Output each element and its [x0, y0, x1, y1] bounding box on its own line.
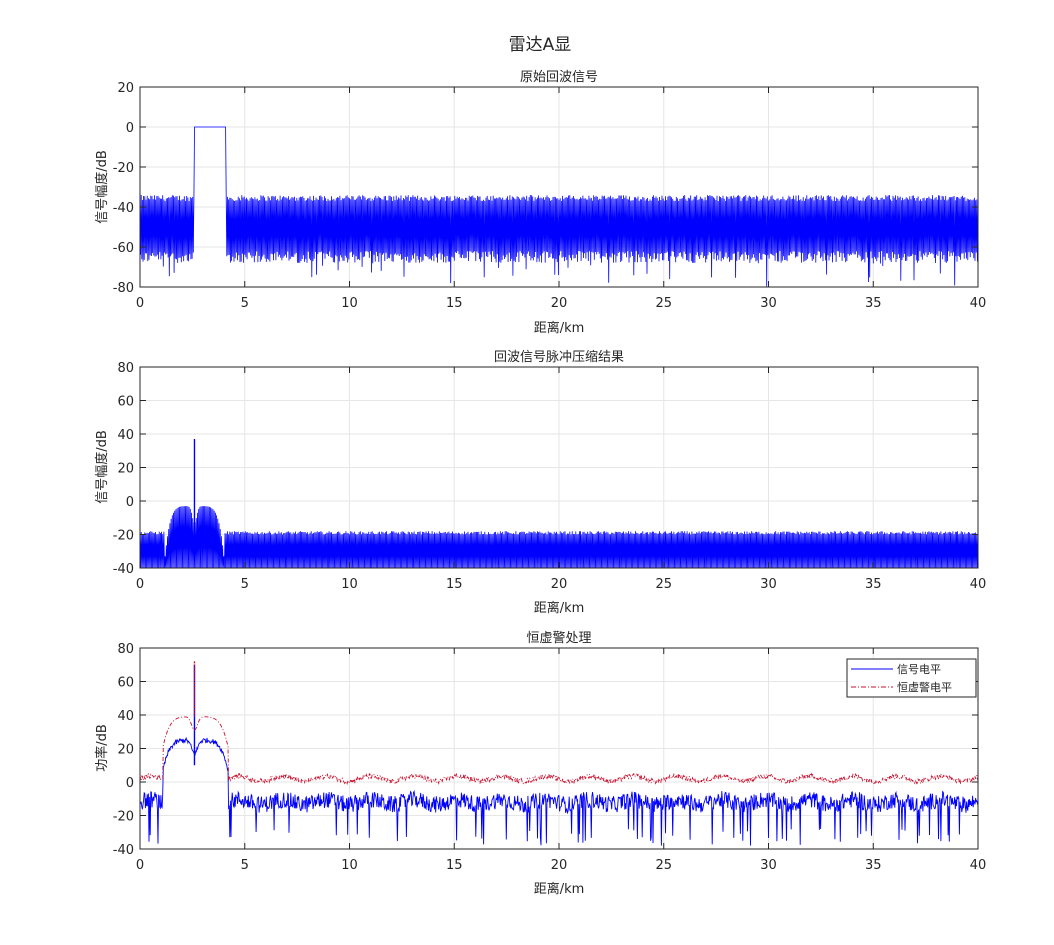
axes-title: 原始回波信号	[520, 70, 598, 85]
x-tick-label: 15	[446, 858, 463, 873]
x-tick-label: 10	[341, 577, 358, 592]
y-axis-label: 功率/dB	[94, 724, 110, 772]
y-tick-label: -20	[113, 161, 134, 176]
y-tick-label: 40	[117, 428, 134, 443]
legend-entry-cfar: 恒虚警电平	[897, 680, 952, 694]
x-tick-label: 10	[341, 296, 358, 311]
series-line	[139, 736, 979, 846]
axes-title: 回波信号脉冲压缩结果	[494, 349, 624, 365]
y-tick-label: 20	[117, 462, 134, 477]
axes-cfar: 0 5 10 15 20 25 30 35 40 -40 -20 0 20 40 60 80 恒虚警处理 距离…	[94, 630, 986, 897]
y-tick-label: 40	[117, 709, 134, 724]
x-tick-label: 20	[551, 577, 568, 592]
axes-raw-echo: 0 5 10 15 20 25 30 35 40 -80 -60 -40 -20 0 20 原始回波信号 距…	[94, 70, 986, 336]
x-axis-label: 距离/km	[534, 320, 585, 336]
y-axis-label: 信号幅度/dB	[94, 150, 110, 224]
x-tick-label: 15	[446, 296, 463, 311]
y-tick-label: 80	[117, 642, 134, 657]
axes-title: 恒虚警处理	[526, 630, 591, 646]
y-tick-label: 0	[126, 121, 134, 136]
x-tick-label: 35	[865, 296, 882, 311]
y-axis-label: 信号幅度/dB	[94, 430, 110, 504]
y-tick-label: 60	[117, 676, 134, 691]
x-tick-label: 40	[970, 296, 987, 311]
x-tick-label: 25	[655, 858, 672, 873]
x-tick-label: 5	[241, 858, 249, 873]
x-tick-label: 25	[655, 577, 672, 592]
x-tick-label: 30	[760, 296, 777, 311]
x-tick-label: 35	[865, 577, 882, 592]
x-tick-label: 30	[760, 577, 777, 592]
y-tick-label: -80	[113, 281, 134, 296]
y-tick-label: -20	[113, 529, 134, 544]
x-tick-label: 5	[241, 296, 249, 311]
series-line	[139, 126, 979, 287]
y-tick-label: 20	[117, 81, 134, 96]
x-tick-label: 20	[551, 858, 568, 873]
y-tick-label: -40	[113, 201, 134, 216]
y-tick-label: -20	[113, 810, 134, 825]
x-tick-label: 15	[446, 577, 463, 592]
x-tick-label: 0	[136, 577, 144, 592]
x-tick-label: 40	[970, 858, 987, 873]
x-tick-label: 0	[136, 858, 144, 873]
axes-pulse-compression: 0 5 10 15 20 25 30 35 40 -40 -20 0 20 40 60 80 回波信号脉冲压缩…	[94, 349, 986, 616]
x-tick-label: 35	[865, 858, 882, 873]
x-tick-label: 40	[970, 577, 987, 592]
legend-entry-signal: 信号电平	[897, 663, 941, 676]
x-tick-label: 10	[341, 858, 358, 873]
figure-suptitle: 雷达A显	[509, 35, 572, 55]
x-axis-label: 距离/km	[534, 600, 585, 616]
y-tick-label: -40	[113, 562, 134, 577]
x-axis-label: 距离/km	[534, 881, 585, 897]
y-tick-label: 80	[117, 361, 134, 376]
x-tick-label: 0	[136, 296, 144, 311]
y-tick-label: 60	[117, 395, 134, 410]
y-tick-label: 0	[126, 495, 134, 510]
x-tick-label: 25	[655, 296, 672, 311]
legend: 信号电平 恒虚警电平	[846, 658, 977, 698]
y-tick-label: 20	[117, 743, 134, 758]
x-tick-label: 20	[551, 296, 568, 311]
y-tick-label: 0	[126, 776, 134, 791]
y-tick-label: -40	[113, 843, 134, 858]
x-tick-label: 5	[241, 577, 249, 592]
x-tick-label: 30	[760, 858, 777, 873]
y-tick-label: -60	[113, 241, 134, 256]
series-line	[139, 716, 979, 786]
series-line	[139, 506, 979, 569]
